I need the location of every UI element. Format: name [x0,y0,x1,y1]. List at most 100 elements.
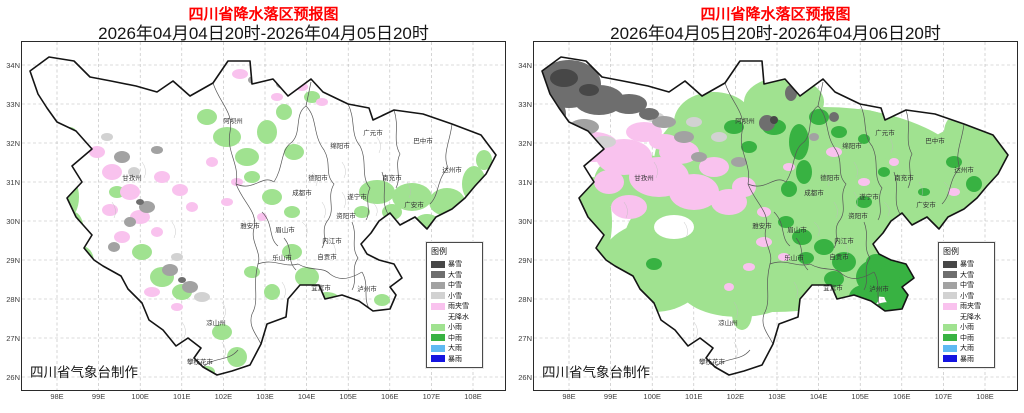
legend-item: 暴雨 [943,354,992,365]
legend-label: 中雨 [960,334,974,342]
city-label: 泸州市 [357,284,377,293]
city-label: 自贡市 [829,252,849,261]
city-label: 德阳市 [820,173,840,182]
legend-item: 雨夹雪 [943,301,992,312]
legend-swatch [943,313,957,321]
precipitation-patches [542,57,1008,330]
legend-label: 大雪 [448,271,462,279]
legend-swatch [943,334,957,342]
lon-tick-label: 101E [685,392,703,401]
legend-items: 暴雪 大雪 中雪 小雪 雨夹雪 无降水 小雨 中雨 大雨 暴雨 [431,259,480,364]
city-label: 遂宁市 [347,192,367,201]
legend-label: 无降水 [960,313,981,321]
lat-tick-label: 29N [6,256,20,265]
map-plot-area: 阿坝州 甘孜州 广元市 巴中市 绵阳市 达州市 德阳市 南充市 成都市 遂宁市 广安市 资阳市 雅安市 眉… [533,41,1018,391]
city-label: 攀枝花市 [699,357,726,366]
legend-label: 暴雪 [448,261,462,269]
city-label: 自贡市 [317,252,337,261]
legend-item: 雨夹雪 [431,301,480,312]
lon-tick-label: 98E [50,392,64,401]
legend-swatch [431,355,445,363]
legend-label: 暴雨 [448,355,462,363]
legend-item: 中雨 [943,333,992,344]
legend-swatch [943,260,957,268]
legend-swatch [431,344,445,352]
city-label: 资阳市 [336,211,356,220]
city-label: 甘孜州 [634,173,654,182]
city-label: 达州市 [442,165,462,174]
city-label: 宜宾市 [311,283,331,292]
legend-item: 中雪 [943,280,992,291]
city-label: 甘孜州 [122,173,142,182]
legend-label: 大雪 [960,271,974,279]
city-label: 雅安市 [240,221,260,230]
city-label: 资阳市 [848,211,868,220]
legend-swatch [943,281,957,289]
lon-tick-label: 108E [976,392,994,401]
producer-credit: 四川省气象台制作 [542,365,650,380]
legend-label: 中雪 [448,282,462,290]
map-valid-time: 2026年04月04日20时-2026年04月05日20时 [98,24,429,43]
legend-label: 中雪 [960,282,974,290]
legend-item: 中雪 [431,280,480,291]
lon-tick-label: 107E [422,392,441,401]
province-outline [541,56,1009,376]
city-label: 巴中市 [413,136,433,145]
city-label: 乐山市 [784,253,804,262]
city-label: 成都市 [292,188,312,197]
lon-tick-label: 100E [643,392,661,401]
city-label: 巴中市 [925,136,945,145]
legend-label: 无降水 [448,313,469,321]
legend-item: 小雨 [943,322,992,333]
legend-label: 雨夹雪 [960,303,981,311]
lon-tick-label: 108E [464,392,482,401]
map-valid-time: 2026年04月05日20时-2026年04月06日20时 [610,24,941,43]
legend-swatch [431,302,445,310]
lat-tick-label: 28N [518,295,532,304]
legend-label: 小雪 [448,292,462,300]
legend-label: 大雨 [448,345,462,353]
city-label: 南充市 [382,173,402,182]
legend-swatch [943,292,957,300]
legend-swatch [943,271,957,279]
map-title: 四川省降水落区预报图 [188,6,339,23]
legend-label: 雨夹雪 [448,303,469,311]
legend-label: 中雨 [448,334,462,342]
city-label: 凉山州 [718,318,738,327]
city-label: 阿坝州 [735,116,755,125]
legend-item: 大雨 [943,343,992,354]
lon-tick-label: 99E [603,392,618,401]
legend-item: 小雪 [943,291,992,302]
lat-tick-label: 29N [518,256,532,265]
legend-box: 图例 暴雪 大雪 中雪 小雪 雨夹雪 无降水 小雨 中雨 大雨 暴雨 [938,242,995,368]
city-label: 泸州市 [869,284,889,293]
city-label: 广元市 [363,128,383,137]
map-plot-area: 阿坝州 甘孜州 广元市 巴中市 绵阳市 达州市 德阳市 南充市 成都市 遂宁市 广安市 资阳市 雅安市 眉… [21,41,506,391]
legend-label: 暴雨 [960,355,974,363]
legend-swatch [943,323,957,331]
legend-item: 暴雪 [943,259,992,270]
lon-tick-label: 103E [256,392,274,401]
lon-tick-label: 98E [562,392,576,401]
legend-swatch [431,260,445,268]
lat-tick-label: 31N [518,178,532,187]
legend-swatch [431,281,445,289]
lat-tick-label: 27N [518,334,532,343]
lon-tick-label: 107E [934,392,953,401]
city-label: 凉山州 [206,318,226,327]
lat-tick-label: 26N [6,373,20,382]
lat-tick-label: 30N [518,217,532,226]
legend-item: 小雪 [431,291,480,302]
city-label: 广安市 [916,200,936,209]
lon-tick-label: 106E [893,392,911,401]
legend-title: 图例 [431,247,447,256]
city-label: 内江市 [322,236,342,245]
legend-item: 中雨 [431,333,480,344]
legend-item: 大雪 [431,270,480,281]
lat-tick-label: 33N [6,100,20,109]
city-label: 绵阳市 [842,141,862,150]
legend-swatch [431,313,445,321]
forecast-panel-day2: 四川省降水落区预报图 2026年04月05日20时-2026年04月06日20时… [512,0,1024,413]
